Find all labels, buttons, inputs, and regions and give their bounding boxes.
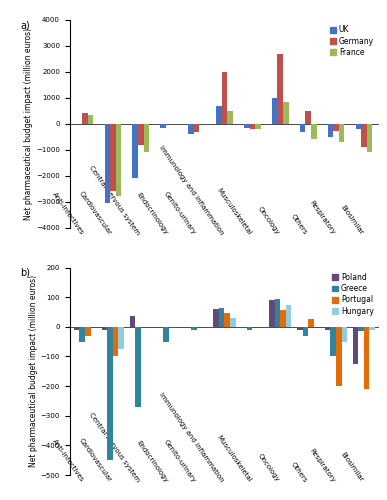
Bar — [330, 327, 336, 356]
Bar — [300, 124, 305, 132]
Bar — [255, 124, 261, 129]
Bar — [339, 124, 344, 142]
Bar — [364, 327, 370, 389]
Bar — [110, 124, 116, 191]
Text: a): a) — [20, 20, 30, 30]
Bar — [367, 124, 372, 152]
Bar — [250, 124, 255, 129]
Bar — [283, 102, 289, 124]
Bar — [107, 327, 113, 460]
Bar — [79, 327, 85, 342]
Bar — [88, 114, 93, 124]
Bar — [216, 106, 222, 124]
Bar — [286, 304, 291, 327]
Bar — [269, 300, 275, 327]
Bar — [163, 327, 169, 342]
Bar — [311, 124, 317, 140]
Bar — [213, 309, 219, 327]
Bar — [224, 314, 230, 327]
Bar — [102, 327, 107, 330]
Bar — [230, 318, 236, 327]
Bar — [305, 111, 311, 124]
Bar — [244, 124, 250, 128]
Bar — [85, 327, 91, 336]
Bar — [361, 124, 367, 147]
Bar — [130, 316, 135, 327]
Legend: Poland, Greece, Portugal, Hungary: Poland, Greece, Portugal, Hungary — [330, 272, 375, 318]
Bar — [272, 98, 277, 124]
Bar — [342, 327, 347, 342]
Bar — [308, 320, 314, 327]
Bar — [138, 124, 144, 144]
Bar — [104, 124, 110, 203]
Bar — [144, 124, 149, 152]
Bar — [358, 327, 364, 331]
Bar — [247, 327, 252, 330]
Bar — [356, 124, 361, 129]
Bar — [82, 113, 88, 124]
Bar — [194, 124, 199, 132]
Bar — [353, 327, 358, 364]
Bar — [74, 327, 79, 330]
Bar — [333, 124, 339, 131]
Bar — [303, 327, 308, 336]
Bar — [118, 327, 124, 349]
Bar — [116, 124, 121, 196]
Y-axis label: Net pharmaceutical budget impact (million euros): Net pharmaceutical budget impact (millio… — [24, 28, 33, 220]
Bar — [227, 111, 233, 124]
Bar — [325, 327, 330, 330]
Legend: UK, Germany, France: UK, Germany, France — [328, 24, 375, 58]
Bar — [370, 327, 375, 330]
Bar — [222, 72, 227, 124]
Bar — [135, 327, 141, 407]
Bar — [277, 54, 283, 124]
Bar — [113, 327, 118, 356]
Bar — [297, 327, 303, 330]
Bar — [328, 124, 333, 136]
Bar — [132, 124, 138, 178]
Bar — [275, 298, 280, 327]
Bar — [219, 308, 224, 327]
Bar — [188, 124, 194, 134]
Bar — [280, 310, 286, 327]
Text: b): b) — [20, 268, 30, 278]
Bar — [160, 124, 166, 128]
Bar — [191, 327, 197, 330]
Y-axis label: Net pharmaceutical budget impact (million euros): Net pharmaceutical budget impact (millio… — [29, 275, 38, 468]
Bar — [336, 327, 342, 386]
